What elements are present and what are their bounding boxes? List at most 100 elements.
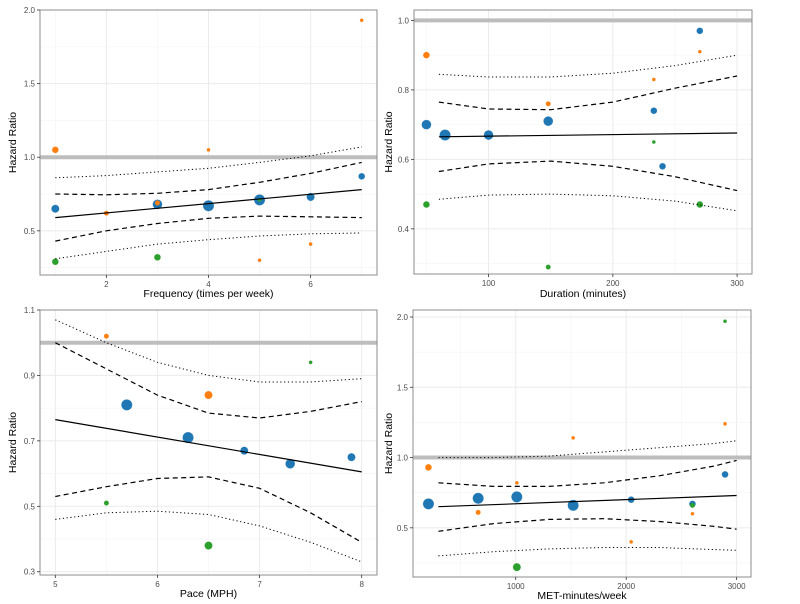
data-point-green	[689, 502, 696, 508]
x-axis-title: Frequency (times per week)	[143, 288, 273, 300]
y-tick-label: 1.1	[24, 306, 36, 315]
ci-inner-lower-line	[55, 215, 362, 242]
data-point-blue	[202, 200, 215, 212]
y-tick-label: 0.8	[398, 86, 410, 95]
panel-border	[413, 9, 753, 275]
data-point-blue	[696, 27, 704, 35]
x-tick-label: 4	[206, 280, 211, 289]
data-point-blue	[650, 107, 658, 115]
data-point-orange	[629, 539, 634, 544]
x-tick-label: 2	[104, 280, 109, 289]
data-point-green	[51, 258, 59, 266]
data-point-orange	[723, 421, 727, 426]
ci-outer-upper-line	[438, 54, 738, 78]
y-axis-title: Hazard Ratio	[383, 413, 395, 474]
x-tick-label: 8	[359, 580, 364, 589]
data-point-blue	[347, 453, 356, 462]
data-point-blue	[422, 498, 435, 510]
ci-inner-lower-line	[438, 160, 738, 192]
data-point-orange	[103, 333, 109, 339]
x-tick-label: 6	[155, 580, 160, 589]
data-point-orange	[475, 509, 481, 515]
data-point-orange	[423, 51, 430, 59]
ci-inner-lower-line	[438, 518, 737, 532]
data-point-blue	[358, 172, 366, 180]
data-point-orange	[51, 146, 59, 154]
y-tick-label: 1.0	[24, 153, 36, 162]
data-point-green	[423, 201, 430, 208]
panel-border	[39, 309, 378, 576]
data-point-blue	[182, 431, 194, 444]
x-tick-label: 3000	[728, 582, 746, 591]
y-tick-label: 0.9	[24, 371, 36, 380]
data-point-blue	[121, 399, 133, 411]
x-tick-label: 300	[730, 279, 744, 288]
data-point-blue	[240, 446, 249, 455]
fit-line	[55, 189, 362, 219]
ci-inner-upper-line	[438, 459, 737, 487]
data-point-green	[154, 253, 161, 261]
data-point-green	[723, 319, 727, 324]
fit-line	[55, 419, 362, 473]
data-point-orange	[308, 242, 313, 246]
y-tick-label: 2.0	[397, 313, 409, 322]
data-point-blue	[51, 204, 60, 213]
fit-line	[438, 132, 738, 138]
x-axis-title: Pace (MPH)	[180, 588, 237, 600]
ci-inner-upper-line	[438, 75, 738, 111]
data-point-green	[204, 541, 213, 550]
data-point-blue	[659, 162, 666, 170]
plot-background	[414, 10, 752, 274]
data-point-orange	[206, 147, 211, 152]
data-point-green	[103, 500, 109, 506]
ci-inner-upper-line	[55, 161, 362, 196]
panel-top-left: 2 4 6 0.5 1.0 1.5 2.0 Frequency (times per week…	[7, 6, 378, 300]
panel-top-right: 100 200 300 0.4 0.6 0.8 1.0 Duration (minutes) H…	[383, 9, 753, 300]
data-point-green	[651, 140, 656, 144]
data-point-orange	[359, 18, 364, 23]
y-tick-label: 1.5	[24, 80, 36, 89]
data-point-orange	[697, 49, 702, 54]
data-point-orange	[425, 463, 432, 471]
data-point-blue	[306, 192, 315, 202]
x-tick-label: 100	[482, 279, 496, 288]
panel-border	[412, 309, 752, 578]
x-axis-title: MET-minutes/week	[537, 590, 627, 602]
panel-bottom-left: 5 6 7 8 0.3 0.5 0.7 0.9 1.1 Pace (MPH) Hazard Rati…	[7, 306, 378, 600]
x-tick-label: 6	[308, 280, 313, 289]
data-point-blue	[483, 130, 494, 140]
data-point-green	[512, 563, 521, 572]
plot-background	[413, 310, 751, 577]
y-axis-title: Hazard Ratio	[383, 111, 395, 172]
y-tick-label: 0.5	[397, 524, 409, 533]
x-tick-label: 5	[53, 580, 58, 589]
y-tick-label: 0.6	[398, 155, 410, 164]
data-point-blue	[421, 119, 432, 130]
y-tick-label: 1.5	[397, 383, 409, 392]
data-point-blue	[721, 471, 729, 478]
x-tick-label: 200	[606, 279, 620, 288]
y-tick-label: 0.5	[24, 502, 36, 511]
y-tick-label: 2.0	[24, 6, 36, 15]
ci-inner-lower-line	[55, 476, 362, 543]
y-tick-label: 0.4	[398, 225, 410, 234]
fit-line	[438, 494, 737, 508]
data-point-blue	[567, 499, 579, 511]
data-point-orange	[545, 101, 551, 107]
data-point-blue	[543, 116, 554, 127]
y-tick-label: 0.5	[24, 227, 36, 236]
data-point-blue	[472, 492, 484, 504]
y-axis-title: Hazard Ratio	[7, 412, 19, 473]
y-tick-label: 0.3	[24, 568, 36, 577]
data-point-orange	[690, 511, 695, 516]
data-point-orange	[257, 258, 262, 263]
y-tick-label: 0.7	[24, 437, 36, 446]
x-axis-title: Duration (minutes)	[540, 288, 626, 300]
y-tick-label: 1.0	[398, 16, 410, 25]
ci-outer-lower-line	[438, 193, 738, 212]
data-point-orange	[204, 390, 213, 400]
data-point-green	[545, 264, 551, 270]
data-point-orange	[571, 435, 576, 440]
x-tick-label: 1000	[507, 582, 525, 591]
